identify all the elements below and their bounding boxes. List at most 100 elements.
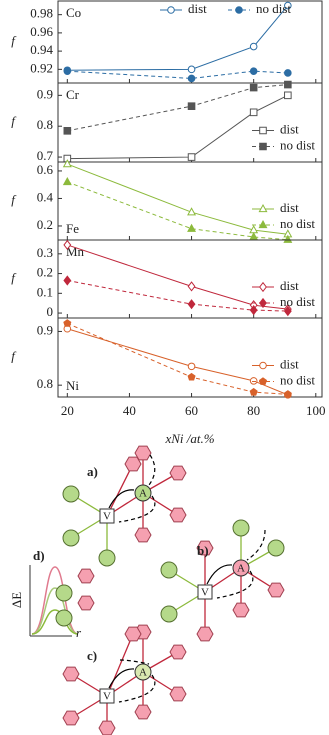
atom-ni — [55, 609, 73, 627]
y-tick-label: 0.3 — [37, 245, 53, 260]
y-axis-label: f — [11, 270, 17, 285]
legend-label: dist — [280, 278, 299, 293]
panel-label: a) — [87, 464, 98, 479]
jump-arrow — [206, 564, 233, 585]
marker — [63, 275, 72, 286]
legend-marker — [259, 281, 267, 293]
series-line — [67, 94, 289, 160]
marker — [249, 108, 258, 117]
legend-marker — [259, 361, 267, 370]
atom-a — [232, 559, 250, 577]
series-line — [67, 328, 289, 396]
vacancy — [99, 688, 115, 704]
marker — [187, 223, 197, 232]
atom-ni — [160, 605, 178, 623]
atom-fe — [232, 602, 250, 618]
series-line — [67, 181, 288, 241]
marker — [249, 377, 258, 385]
y-tick-label: 0.2 — [37, 217, 53, 232]
marker — [249, 83, 258, 92]
series-line — [67, 244, 288, 310]
vacancy — [197, 584, 213, 600]
atom-fe — [124, 456, 142, 472]
marker — [187, 299, 196, 310]
marker — [249, 42, 258, 51]
legend-marker — [259, 142, 267, 151]
legend-label: no dist — [256, 1, 291, 16]
marker — [187, 153, 196, 161]
plot-frame — [57, 317, 323, 398]
atom-fe — [169, 644, 187, 660]
legend-label: no dist — [280, 294, 315, 309]
vacancy-label: V — [201, 587, 209, 599]
jump-arrow — [246, 529, 266, 561]
y-tick-label: 0.2 — [37, 265, 53, 280]
vacancy-label: V — [103, 511, 111, 523]
legend-marker — [259, 126, 267, 135]
marker — [249, 304, 258, 316]
atom-fe — [62, 710, 80, 726]
marker — [284, 91, 292, 100]
legend-marker — [235, 6, 243, 14]
energy-curve — [31, 566, 79, 635]
legend-label: no dist — [280, 137, 315, 152]
y-tick-label: 0.9 — [37, 322, 53, 337]
y-tick-label: 0.98 — [30, 6, 53, 21]
atom-fe — [196, 626, 214, 642]
y-axis-label: f — [11, 33, 17, 48]
legend-marker — [167, 6, 175, 14]
element-label: Mn — [66, 244, 85, 259]
marker — [63, 67, 72, 75]
y-axis-label: f — [11, 113, 17, 128]
atom-fe — [267, 582, 285, 598]
element-label: Co — [66, 5, 81, 20]
marker — [63, 239, 72, 251]
atom-ni — [267, 539, 285, 557]
series-line — [67, 5, 289, 71]
marker — [283, 390, 292, 398]
atom-fe — [134, 704, 152, 720]
diagrams: A V A V A V — [29, 445, 285, 735]
atom-fe — [98, 720, 116, 735]
marker — [63, 127, 72, 135]
atom-label: A — [139, 667, 147, 679]
atom-fe — [169, 507, 187, 523]
atom-ni — [62, 485, 80, 503]
jump-arrow — [108, 489, 135, 509]
marker — [284, 80, 292, 89]
y-tick-label: 0.7 — [37, 148, 54, 163]
chart-panel: 0.92 0.94 0.96 0.98 f Co dist no dist — [11, 0, 323, 84]
element-label: Ni — [66, 378, 79, 393]
legend-label: dist — [280, 356, 299, 371]
marker — [187, 362, 196, 371]
series-line — [67, 279, 288, 312]
marker — [187, 74, 196, 83]
jump-arrow — [118, 674, 156, 703]
y-tick-label: 0 — [47, 304, 54, 319]
y-tick-label: 0.96 — [30, 24, 53, 39]
y-axis-label: f — [11, 192, 17, 207]
x-tick-label: 20 — [61, 403, 74, 418]
atom-ni — [232, 519, 250, 537]
atom-fe — [77, 595, 95, 611]
y-tick-label: 0.8 — [37, 376, 53, 391]
atom-fe — [77, 568, 95, 584]
atom-ni — [55, 584, 73, 602]
atom-ni — [98, 549, 116, 567]
marker — [283, 234, 293, 243]
bond — [106, 463, 134, 517]
atom-ni — [160, 561, 178, 579]
jump-arrow — [118, 495, 156, 523]
vacancy — [99, 508, 115, 524]
marker — [63, 319, 72, 327]
panel-label: c) — [87, 648, 97, 663]
x-tick-label: 80 — [247, 403, 260, 418]
atom-ni — [62, 529, 80, 547]
marker — [284, 69, 292, 77]
bond — [106, 633, 134, 697]
